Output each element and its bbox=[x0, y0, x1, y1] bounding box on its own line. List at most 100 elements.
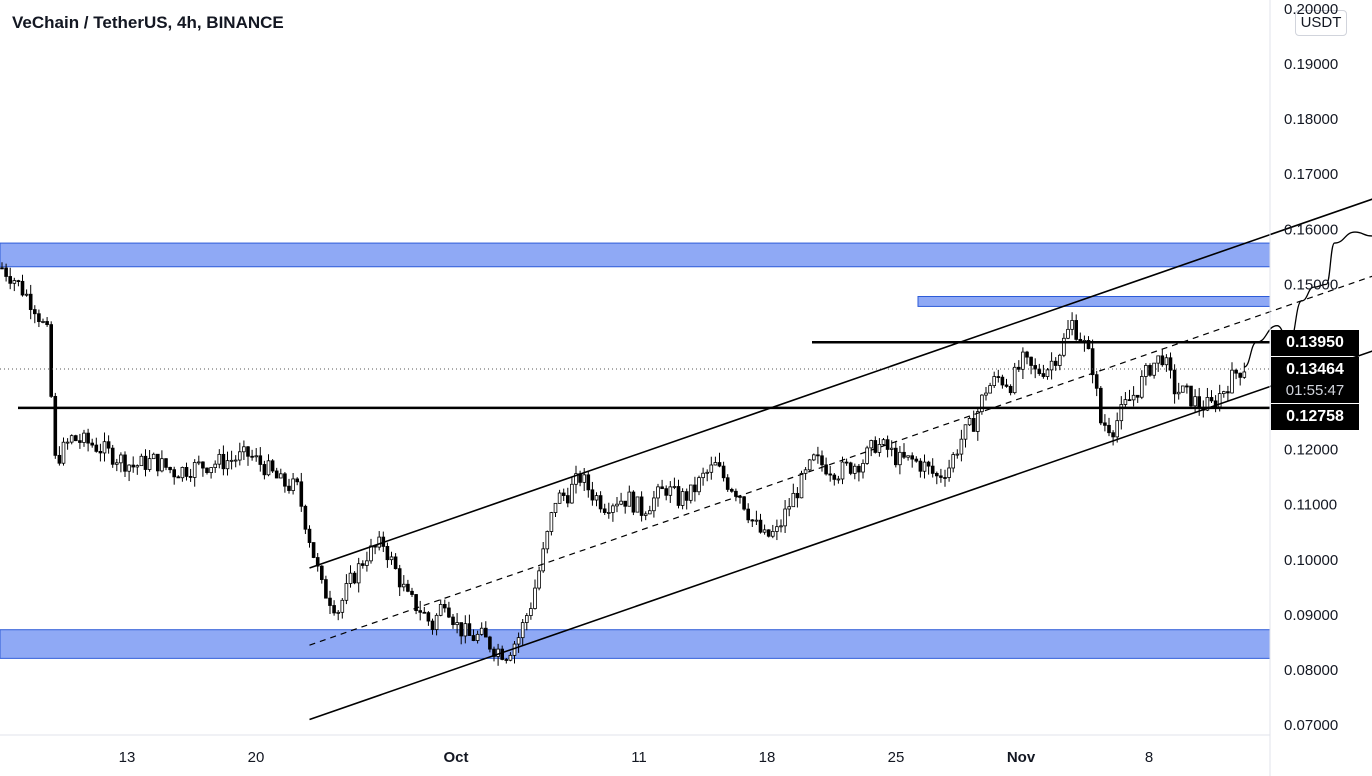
price-tick-label: 0.19000 bbox=[1284, 56, 1338, 73]
candle-body bbox=[1119, 404, 1124, 422]
candle-body bbox=[865, 447, 869, 464]
candle-body bbox=[955, 453, 960, 456]
candle-body bbox=[762, 529, 767, 533]
candle-body bbox=[652, 497, 656, 512]
candle-body bbox=[1189, 385, 1193, 407]
candle-body bbox=[37, 313, 41, 322]
candle-body bbox=[164, 458, 168, 468]
candle-body bbox=[447, 607, 451, 618]
candle-body bbox=[262, 464, 267, 476]
candle-body bbox=[922, 461, 927, 472]
candle-body bbox=[131, 464, 136, 468]
candle-body bbox=[1107, 424, 1111, 434]
candle-body bbox=[697, 477, 701, 493]
candle-body bbox=[623, 500, 627, 507]
price-tick-label: 0.16000 bbox=[1284, 221, 1338, 238]
candle-body bbox=[356, 563, 361, 584]
candle-body bbox=[53, 395, 58, 456]
candle-body bbox=[360, 563, 365, 566]
time-tick-label: 25 bbox=[888, 749, 905, 766]
candle-body bbox=[1074, 320, 1079, 340]
candle-body bbox=[914, 458, 919, 462]
price-tick-label: 0.11000 bbox=[1284, 497, 1337, 514]
candle-body bbox=[832, 474, 837, 480]
candle-body bbox=[951, 454, 955, 469]
candle-body bbox=[401, 583, 406, 588]
candle-body bbox=[1127, 399, 1132, 402]
candle-body bbox=[1033, 365, 1038, 370]
price-tick-label: 0.18000 bbox=[1284, 111, 1338, 128]
candle-body bbox=[672, 486, 677, 488]
candle-body bbox=[873, 440, 878, 453]
candle-body bbox=[996, 376, 1001, 378]
candle-body bbox=[590, 489, 595, 501]
candle-body bbox=[787, 506, 791, 510]
candle-body bbox=[1021, 351, 1025, 370]
candle-body bbox=[1017, 366, 1021, 370]
candle-body bbox=[119, 454, 123, 464]
candle-body bbox=[442, 604, 447, 609]
currency-label[interactable]: USDT bbox=[1295, 10, 1347, 36]
candle-body bbox=[803, 469, 808, 474]
candle-body bbox=[1148, 365, 1152, 376]
candle-body bbox=[123, 454, 127, 472]
candle-body bbox=[188, 476, 193, 478]
candle-body bbox=[529, 608, 533, 616]
candle-body bbox=[115, 462, 119, 465]
candle-body bbox=[406, 583, 410, 592]
candle-body bbox=[426, 612, 431, 622]
candle-body bbox=[1242, 371, 1247, 378]
candle-body bbox=[213, 463, 218, 468]
candle-body bbox=[910, 455, 914, 460]
candle-body bbox=[274, 470, 279, 479]
candle-body bbox=[549, 512, 554, 532]
candle-body bbox=[106, 441, 111, 449]
price-tick-label: 0.07000 bbox=[1284, 717, 1338, 734]
candle-body bbox=[49, 324, 53, 397]
candle-body bbox=[1176, 391, 1181, 395]
candle-body bbox=[935, 472, 939, 477]
candle-body bbox=[848, 462, 853, 474]
candle-body bbox=[291, 478, 295, 491]
time-tick-label: 8 bbox=[1145, 749, 1153, 766]
candle-body bbox=[1222, 391, 1226, 395]
candle-body bbox=[192, 462, 197, 478]
candle-body bbox=[730, 489, 734, 492]
candle-body bbox=[746, 508, 750, 521]
candle-body bbox=[1049, 360, 1054, 371]
candle-body bbox=[721, 465, 726, 479]
candle-body bbox=[250, 455, 254, 458]
candle-body bbox=[504, 659, 509, 661]
candle-body bbox=[307, 528, 312, 543]
candle-body bbox=[221, 453, 226, 470]
candle-body bbox=[1193, 396, 1197, 407]
candle-body bbox=[340, 599, 345, 613]
candle-body bbox=[20, 280, 25, 296]
candle-body bbox=[533, 587, 537, 609]
candle-body bbox=[545, 531, 550, 550]
candle-body bbox=[689, 484, 693, 501]
time-tick-label: 20 bbox=[248, 749, 265, 766]
candle-body bbox=[828, 473, 832, 476]
time-tick-label: 13 bbox=[119, 749, 136, 766]
candle-body bbox=[976, 411, 980, 432]
candle-body bbox=[332, 605, 336, 614]
candle-body bbox=[1090, 348, 1095, 376]
candle-body bbox=[582, 474, 586, 483]
candle-body bbox=[992, 376, 996, 386]
candle-body bbox=[33, 309, 37, 315]
channel-median-line bbox=[309, 275, 1372, 646]
candle-body bbox=[701, 472, 705, 479]
candle-body bbox=[1160, 355, 1165, 366]
candle-body bbox=[139, 455, 144, 467]
candle-body bbox=[418, 610, 422, 613]
candle-body bbox=[352, 572, 357, 584]
candle-body bbox=[894, 447, 898, 466]
candle-body bbox=[717, 462, 722, 467]
candle-body bbox=[643, 513, 648, 516]
candle-body bbox=[738, 496, 742, 498]
candle-body bbox=[201, 461, 205, 469]
candle-body bbox=[328, 597, 332, 606]
candle-body bbox=[303, 505, 308, 530]
